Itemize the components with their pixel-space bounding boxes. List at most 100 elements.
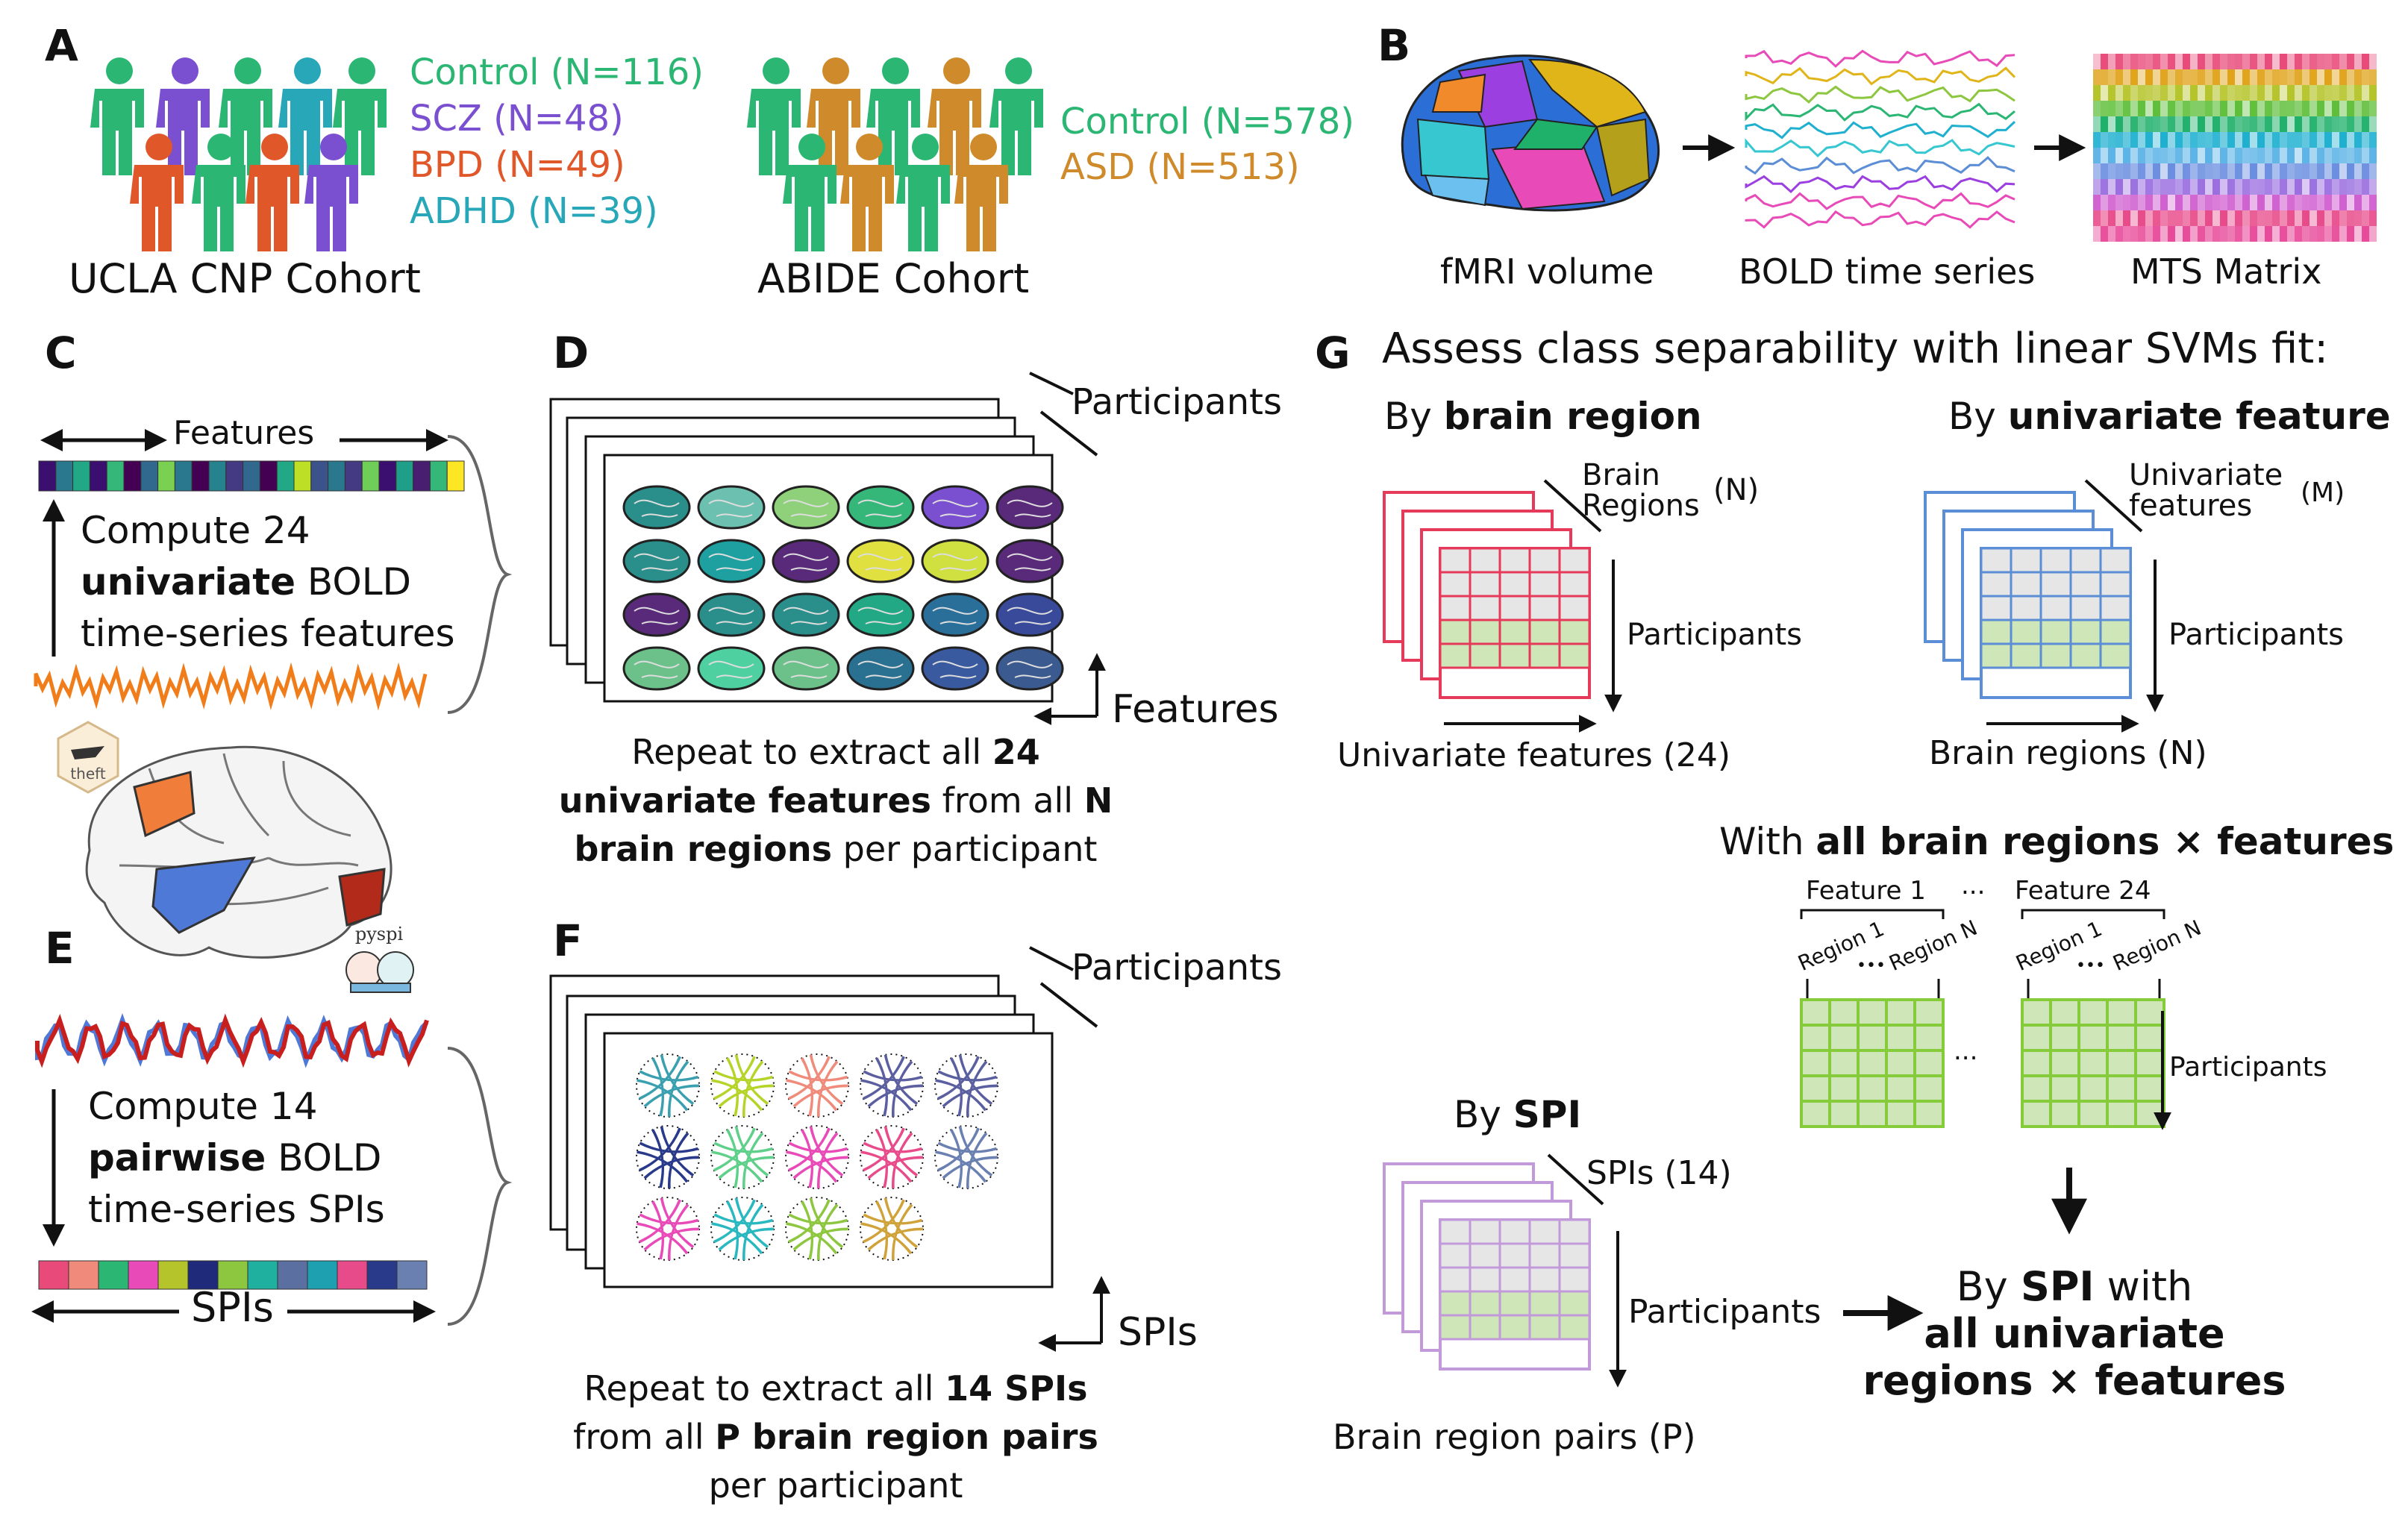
feature-cell [328,460,345,492]
mts-cell [2212,116,2220,132]
mts-cell [2198,69,2205,85]
mts-cell [2108,163,2115,179]
mts-cell [2295,195,2302,210]
ucla-control-label: Control (N=116) [410,51,704,93]
features-label: Features [173,414,315,452]
mts-cell [2138,163,2145,179]
abide-person-icon [954,134,1008,251]
d-brain-icon [921,592,989,637]
feature-cell [243,460,260,492]
mts-cell [2123,116,2130,132]
f-caption-line1: Repeat to extract all 14 SPIs [552,1369,1119,1409]
grid-cell [1980,642,2013,669]
mts-cell [2302,54,2310,69]
feature-ellipsis: ... [1961,871,1986,900]
mts-cell [2302,85,2310,101]
grid-cell [1439,547,1472,574]
mts-cell [2257,101,2265,116]
ucla-person-icon [192,134,246,251]
spi-network-icon [636,1053,700,1118]
g-title: Assess class separability with linear SV… [1382,325,2329,373]
mts-cell [2198,148,2205,163]
ucla-bpd-label: BPD (N=49) [410,144,625,186]
person-body [928,89,981,175]
mts-cell [2339,148,2347,163]
mts-cell [2339,85,2347,101]
mts-cell [2227,179,2235,195]
f-caption-bold1: 14 SPIs [945,1368,1088,1409]
compute-pairwise-line3: time-series SPIs [88,1188,385,1231]
mts-cell [2272,132,2280,148]
network-edge [817,1204,839,1261]
pairwise-rest: BOLD [266,1136,382,1180]
grid-cell [1469,547,1501,574]
brain-outline-icon [85,745,393,959]
d-brain-sulcus [857,499,904,518]
brain-sulcus [268,856,359,867]
mts-cell [2265,69,2272,85]
mts-cell [2242,69,2250,85]
grid-cell [1528,1242,1561,1269]
network-edge [884,1197,918,1249]
combined-cell [2134,1024,2165,1052]
mts-cell [2108,195,2115,210]
mts-cell [2339,163,2347,179]
d-brain-sulcus [634,553,680,571]
mts-cell [2257,163,2265,179]
mts-cell [2138,195,2145,210]
network-edge [959,1126,992,1177]
mts-cell [2332,101,2339,116]
mts-cell [2220,163,2227,179]
network-edge [950,1057,963,1117]
mts-cell [2168,54,2175,69]
spi-network-icon [636,1197,700,1261]
f-caption-pre2: from all [573,1417,716,1457]
network-edge [863,1213,922,1225]
mts-cell [2168,148,2175,163]
combined-cell [1828,1100,1860,1128]
spi-result-bold1: SPI [2020,1263,2095,1310]
mts-cell [2295,179,2302,195]
pyspi-head-right [377,951,414,989]
network-edge [651,1057,664,1117]
f-caption-line2: from all P brain region pairs [552,1418,1119,1457]
f-participants-label: Participants [1072,947,1282,989]
feature-cell [395,460,414,492]
mts-cell [2235,85,2242,101]
mts-cell [2138,101,2145,116]
theft-animal [71,746,104,759]
d-participants-label: Participants [1072,381,1282,423]
mts-cell [2190,132,2198,148]
mts-cell [2332,54,2339,69]
mts-cell [2212,179,2220,195]
d-brain-sulcus [783,660,829,679]
mts-cell [2295,210,2302,226]
spi-brain-region-pairs-label: Brain region pairs (P) [1333,1417,1696,1457]
mts-cell [2108,210,2115,226]
mts-cell [2302,101,2310,116]
ucla-person-icon [333,57,387,175]
mts-cell [2317,226,2324,242]
spi-cell [277,1260,308,1290]
d-brain-sulcus [932,660,978,679]
mts-cell [2190,148,2198,163]
grid-cell [1439,618,1472,645]
mts-cell [2302,69,2310,85]
network-edge [639,1213,698,1225]
network-edge [668,1133,689,1189]
grid-cell [1498,1290,1531,1317]
by-spi-bold: SPI [1513,1093,1582,1136]
mts-cell [2168,195,2175,210]
mts-cell [2257,54,2265,69]
feature-cell [293,460,312,492]
combined-heading-bold: all brain regions × features [1816,820,2395,863]
abide-cohort-title: ABIDE Cohort [757,255,1030,302]
d-brain-icon [622,485,691,530]
by-region-bold: brain region [1443,395,1702,438]
network-edge [792,1228,849,1250]
mts-cell [2324,226,2332,242]
d-brain-icon [622,539,691,583]
mts-cell [2123,163,2130,179]
combined-heading-pre: With [1719,820,1816,863]
spis-depth-label: SPIs (14) [1586,1154,1732,1192]
